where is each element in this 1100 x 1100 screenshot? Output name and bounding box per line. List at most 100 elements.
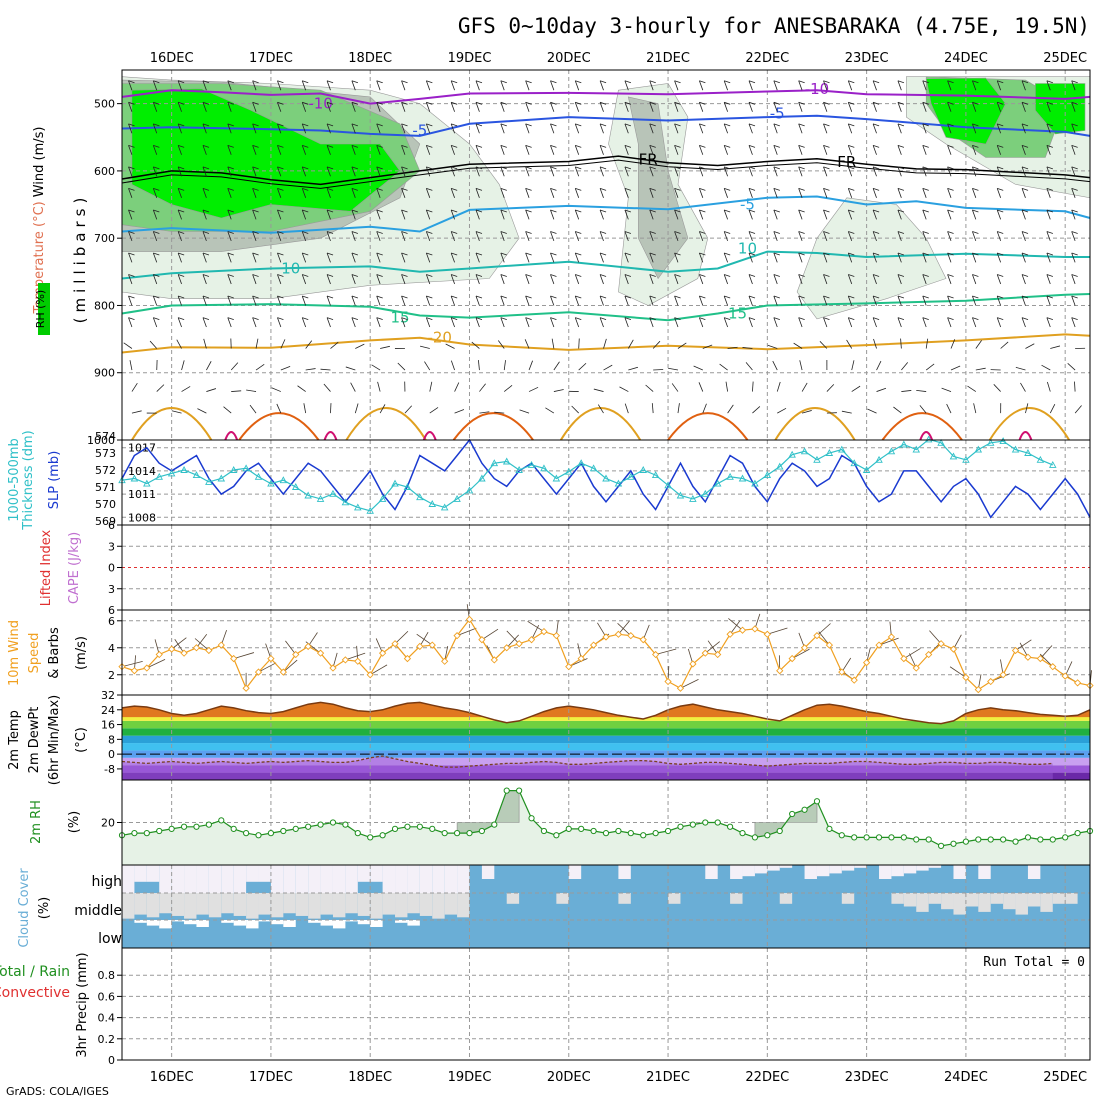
wind-barb xyxy=(1015,366,1026,371)
cloud-column xyxy=(345,920,358,922)
wind-barb xyxy=(202,166,207,177)
wind-barb-flag xyxy=(178,144,185,148)
wind10m-barb xyxy=(481,628,499,641)
wind-barb-flag xyxy=(550,101,557,105)
cloud-column xyxy=(457,893,470,918)
wind-barb-flag xyxy=(153,295,160,299)
wind-barb xyxy=(603,338,607,349)
wind10m-point xyxy=(776,667,784,675)
thickness-point xyxy=(465,486,474,494)
rh-shaded-region xyxy=(131,88,401,219)
wind-barb xyxy=(425,188,431,198)
thickness-point xyxy=(391,479,399,487)
t2m-label-a: 2m Temp xyxy=(7,710,22,770)
wind-barb-flag xyxy=(649,144,656,148)
thickness-point xyxy=(341,498,350,506)
wind10m-barb xyxy=(146,659,166,669)
wind-barb xyxy=(748,80,753,91)
cloud-column xyxy=(357,920,371,925)
wind-barb-flag xyxy=(475,80,483,84)
thickness-point xyxy=(937,438,945,446)
wind-barb-flag xyxy=(525,80,532,84)
wind-y-tick-label: 4 xyxy=(108,642,115,655)
wind-barb-flag xyxy=(674,101,681,105)
wind-barb xyxy=(823,252,828,263)
thickness-y-tick-label: 571 xyxy=(95,481,116,494)
wind-barb xyxy=(1046,295,1051,306)
wind-barb xyxy=(500,123,505,134)
wind10m-point xyxy=(180,649,188,657)
wind-barb-flag xyxy=(401,166,408,170)
cloud-column xyxy=(159,920,172,929)
cloud-column xyxy=(444,893,458,915)
wind10m-point xyxy=(900,654,908,663)
wind-barb xyxy=(1071,231,1076,242)
wind-barb-flag xyxy=(624,123,632,127)
wind-barb xyxy=(972,80,977,91)
wind-barb-flag xyxy=(153,101,160,105)
wind-barb xyxy=(950,365,961,371)
isotherm-line xyxy=(121,89,1091,105)
thickness-point xyxy=(143,479,151,487)
wind-barb-flag xyxy=(972,317,979,320)
wind-barb xyxy=(277,317,282,328)
thickness-point xyxy=(664,481,672,489)
wind-barb xyxy=(376,274,381,285)
rh2m-point xyxy=(652,830,659,837)
wind10m-point xyxy=(205,646,213,655)
wind-barb-flag xyxy=(1021,295,1029,299)
cloud-column xyxy=(184,865,197,893)
rh2m-point xyxy=(689,821,696,828)
wind-barb xyxy=(574,188,580,198)
wind-barb-flag xyxy=(699,231,706,234)
wind-barb xyxy=(376,80,381,91)
cloud-column xyxy=(382,865,396,893)
wind-barb xyxy=(255,338,259,349)
wind-barb xyxy=(351,295,356,306)
wind10m-point xyxy=(403,654,412,663)
wind-barb-flag xyxy=(128,144,135,148)
rh2m-point xyxy=(801,806,808,813)
wind10m-barb xyxy=(416,633,433,646)
thickness-point xyxy=(403,483,412,490)
wind-barb-flag xyxy=(997,166,1004,170)
wind-barb-flag xyxy=(649,101,656,105)
wind-barb xyxy=(550,295,555,306)
rh2m-point xyxy=(156,827,163,835)
wind-barb xyxy=(698,382,704,392)
wind10m-point xyxy=(925,650,933,659)
wind-barb xyxy=(351,188,356,198)
thickness-point xyxy=(775,462,784,470)
rh2m-point xyxy=(503,787,510,794)
isotherm-line xyxy=(121,195,1091,234)
temp-band xyxy=(122,735,1090,744)
wind-barb xyxy=(1050,345,1061,349)
wind-barb xyxy=(376,188,381,198)
wind-barb-flag xyxy=(997,252,1004,256)
thickness-point xyxy=(180,466,188,473)
warm-core-contour xyxy=(323,431,338,441)
wind-barb-flag xyxy=(798,295,805,299)
wind-barb xyxy=(699,317,704,328)
wind-barb-flag xyxy=(699,252,706,256)
wind-barb-flag xyxy=(1021,80,1029,84)
wind10m-point xyxy=(1011,646,1020,655)
wind-barb-flag xyxy=(1071,274,1078,277)
wind-barb xyxy=(425,295,431,306)
cloud-column xyxy=(891,865,904,877)
cloud-column xyxy=(767,865,780,871)
wind-barb-flag xyxy=(302,80,309,84)
wind-barb-flag xyxy=(525,274,532,277)
wind-barb-flag xyxy=(202,188,210,191)
wind-barb xyxy=(550,166,555,177)
wind-barb xyxy=(773,209,778,220)
wind-barb xyxy=(872,252,877,263)
wind-barb xyxy=(922,231,927,242)
cloud-column xyxy=(953,893,966,915)
wind-barb-flag xyxy=(748,295,756,299)
wind-barb xyxy=(1046,123,1051,134)
wind-barb-flag xyxy=(401,123,408,127)
wind-barb xyxy=(996,317,1002,328)
wind-barb xyxy=(1046,80,1051,91)
